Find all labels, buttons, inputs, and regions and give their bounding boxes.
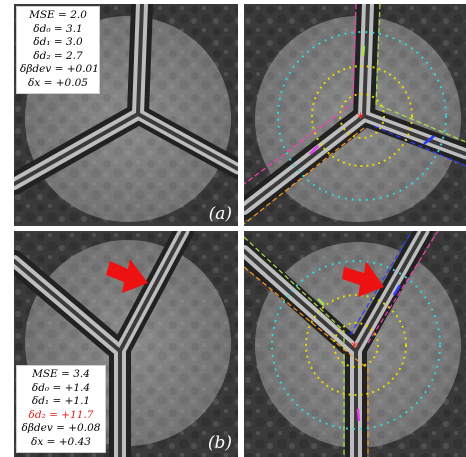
- stats-box-a: MSE = 2.0 δd₀ = 3.1 δd₁ = 3.0 δd₂ = 2.7 …: [16, 6, 100, 94]
- stat-line: δβdev = +0.08: [21, 422, 101, 435]
- stat-line: δd₁ = +1.1: [31, 395, 91, 408]
- innermost-circle: [339, 93, 385, 139]
- inner-circle: [311, 65, 413, 167]
- stat-line: δd₀ = 3.1: [33, 22, 83, 35]
- stat-line: MSE = 2.0: [29, 9, 87, 21]
- svg-text:*: *: [351, 340, 358, 356]
- dash-segment: [361, 45, 366, 57]
- panel-label-a: (a): [208, 204, 232, 224]
- panel-b-image: MSE = 3.4 δd₀ = +1.4 δd₁ = +1.1 δd₂ = +1…: [14, 231, 238, 457]
- stat-line: δx = +0.05: [28, 76, 88, 89]
- outer-circle: [277, 31, 447, 201]
- red-arrow: [342, 261, 384, 297]
- vessel: [14, 4, 238, 195]
- panel-a-image: MSE = 2.0 δd₀ = 3.1 δd₁ = 3.0 δd₂ = 2.7 …: [14, 4, 238, 226]
- stat-line-highlight: δd₂ = +11.7: [28, 408, 94, 421]
- stats-box-b: MSE = 3.4 δd₀ = +1.4 δd₁ = +1.1 δd₂ = +1…: [16, 365, 106, 453]
- red-arrow: [106, 259, 148, 293]
- stat-line: δd₁ = 3.0: [33, 36, 83, 49]
- panel-label-b: (b): [207, 433, 232, 453]
- stat-line: δd₀ = +1.4: [31, 381, 91, 394]
- center-marker: *: [357, 111, 364, 127]
- stat-line: δβdev = +0.01: [20, 63, 99, 76]
- stat-line: δx = +0.43: [31, 435, 91, 448]
- panel-a-fit-image: *: [244, 4, 466, 226]
- stat-line: δd₂ = 2.7: [33, 49, 83, 62]
- dash-segment: [309, 145, 319, 155]
- dash-segment: [423, 135, 435, 145]
- panel-b-fit-image: *: [244, 231, 466, 457]
- stat-line: MSE = 3.4: [32, 368, 90, 380]
